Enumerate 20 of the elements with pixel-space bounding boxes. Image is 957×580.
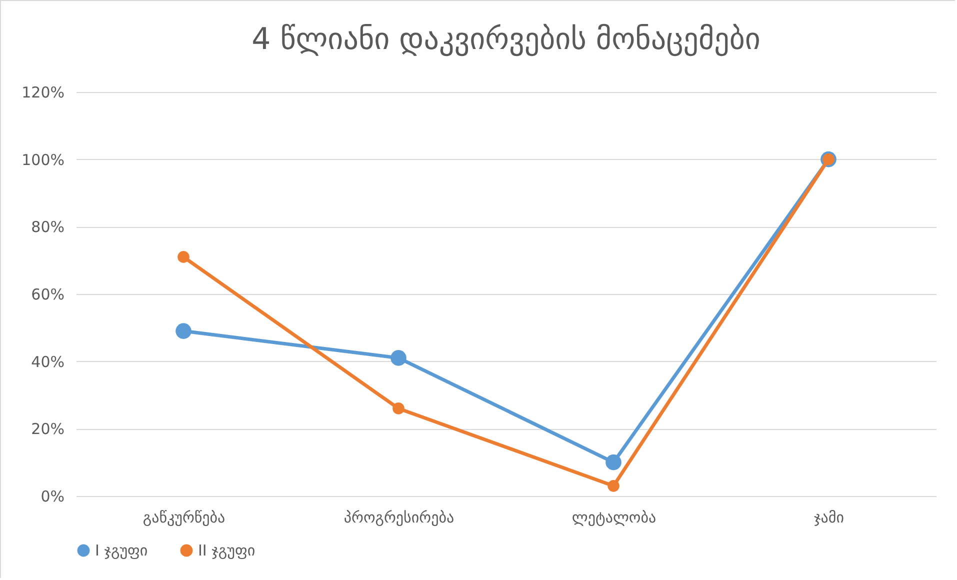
point — [178, 251, 190, 263]
point — [392, 402, 404, 414]
legend-label: II ჯგუფი — [198, 542, 256, 560]
y-tick-label: 100% — [22, 150, 64, 169]
x-tick-label: გაწკურწება — [142, 508, 226, 526]
y-tick-label: 0% — [40, 488, 64, 506]
chart-title: 4 წლიანი დაკვირვების მონაცემები — [252, 22, 760, 57]
point — [608, 480, 620, 492]
y-tick-label: 120% — [22, 84, 64, 102]
y-tick-label: 60% — [31, 286, 64, 304]
legend-label: I ჯგუფი — [95, 542, 148, 560]
x-tick-label: პროგრესირება — [344, 508, 454, 526]
point — [176, 323, 192, 339]
point — [606, 454, 622, 470]
point — [390, 350, 406, 366]
x-tick-label: ჯამი — [814, 508, 844, 526]
y-tick-label: 20% — [31, 420, 64, 438]
y-tick-label: 80% — [31, 218, 64, 236]
y-tick-label: 40% — [31, 352, 64, 371]
x-tick-label: ლეტალობა — [572, 508, 656, 526]
